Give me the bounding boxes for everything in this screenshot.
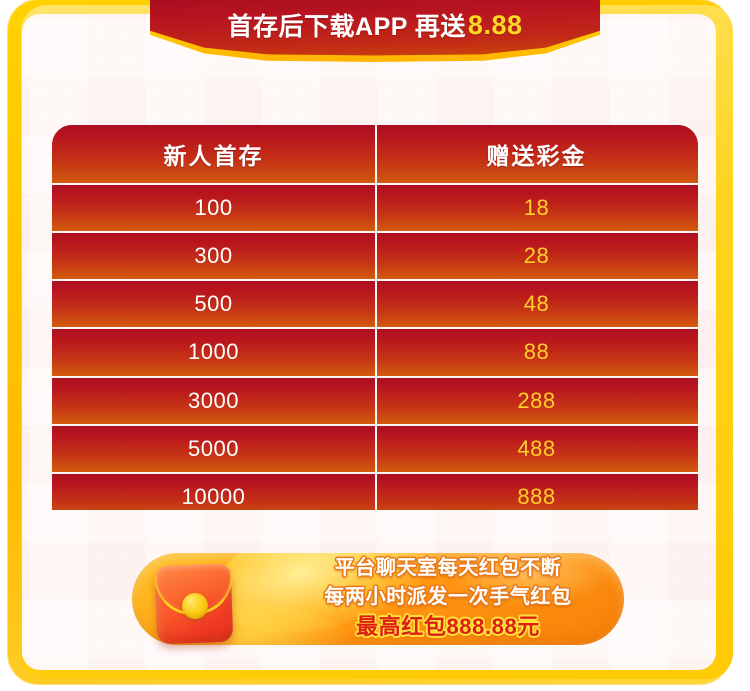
ribbon-text-main: 首存后下载APP 再送 (227, 13, 466, 41)
chatroom-promo-banner: 平台聊天室每天红包不断 每两小时派发一次手气红包 最高红包888.88元 (122, 547, 628, 651)
bonus-value: 888 (517, 483, 556, 509)
ribbon-red-body (150, 0, 600, 56)
red-envelope-icon (150, 561, 236, 645)
cell-deposit: 1000 (52, 329, 375, 375)
promo-ribbon: 首存后下载APP 再送 8.88 (150, 0, 600, 62)
deposit-value: 500 (194, 291, 233, 317)
table-header-cell-bonus: 赠送彩金 (375, 125, 698, 183)
bonus-value: 28 (523, 243, 550, 269)
cell-deposit: 5000 (52, 426, 375, 472)
cell-deposit: 100 (52, 185, 375, 231)
deposit-value: 5000 (188, 435, 239, 461)
table-row: 500 48 (52, 279, 698, 328)
table-header-cell-first-deposit: 新人首存 (52, 125, 375, 183)
ribbon-text-amount: 8.88 (467, 9, 523, 40)
bonus-value: 18 (523, 195, 550, 221)
deposit-value: 10000 (181, 483, 246, 509)
deposit-value: 100 (194, 195, 233, 221)
bonus-value: 288 (517, 387, 556, 413)
cell-deposit: 300 (52, 233, 375, 279)
table-row: 10000 888 (52, 471, 698, 510)
cell-deposit: 3000 (52, 378, 375, 424)
cell-deposit: 10000 (52, 474, 375, 510)
bonus-table: 新人首存 赠送彩金 100 18 300 28 500 (52, 125, 698, 510)
table-row: 5000 488 (52, 423, 698, 472)
capsule-highlight (446, 553, 615, 605)
table-row: 3000 288 (52, 375, 698, 424)
cell-bonus: 18 (375, 185, 698, 232)
promo-line-3-max-bonus: 最高红包888.88元 (356, 614, 540, 640)
table-header-row: 新人首存 赠送彩金 (52, 125, 698, 183)
deposit-value: 1000 (188, 339, 239, 365)
cell-bonus: 288 (375, 377, 698, 424)
cell-bonus: 48 (375, 281, 698, 328)
chatroom-promo-text: 平台聊天室每天红包不断 每两小时派发一次手气红包 最高红包888.88元 (272, 556, 624, 642)
promo-line-2: 每两小时派发一次手气红包 (324, 585, 572, 608)
cell-bonus: 88 (375, 329, 698, 376)
table-row: 300 28 (52, 231, 698, 280)
deposit-value: 300 (194, 243, 233, 269)
ribbon-text: 首存后下载APP 再送 8.88 (150, 0, 600, 50)
bonus-value: 88 (523, 339, 550, 365)
bonus-value: 488 (517, 435, 556, 461)
deposit-value: 3000 (188, 387, 239, 413)
column-header-label: 新人首存 (163, 143, 264, 169)
column-header-label: 赠送彩金 (486, 143, 587, 169)
envelope-clasp (182, 593, 208, 619)
table-row: 1000 88 (52, 327, 698, 376)
cell-bonus: 488 (375, 425, 698, 472)
table-row: 100 18 (52, 183, 698, 232)
cell-deposit: 500 (52, 281, 375, 327)
cell-bonus: 28 (375, 233, 698, 280)
bonus-value: 48 (523, 291, 550, 317)
cell-bonus: 888 (375, 473, 698, 510)
promo-line-1: 平台聊天室每天红包不断 (334, 557, 562, 580)
